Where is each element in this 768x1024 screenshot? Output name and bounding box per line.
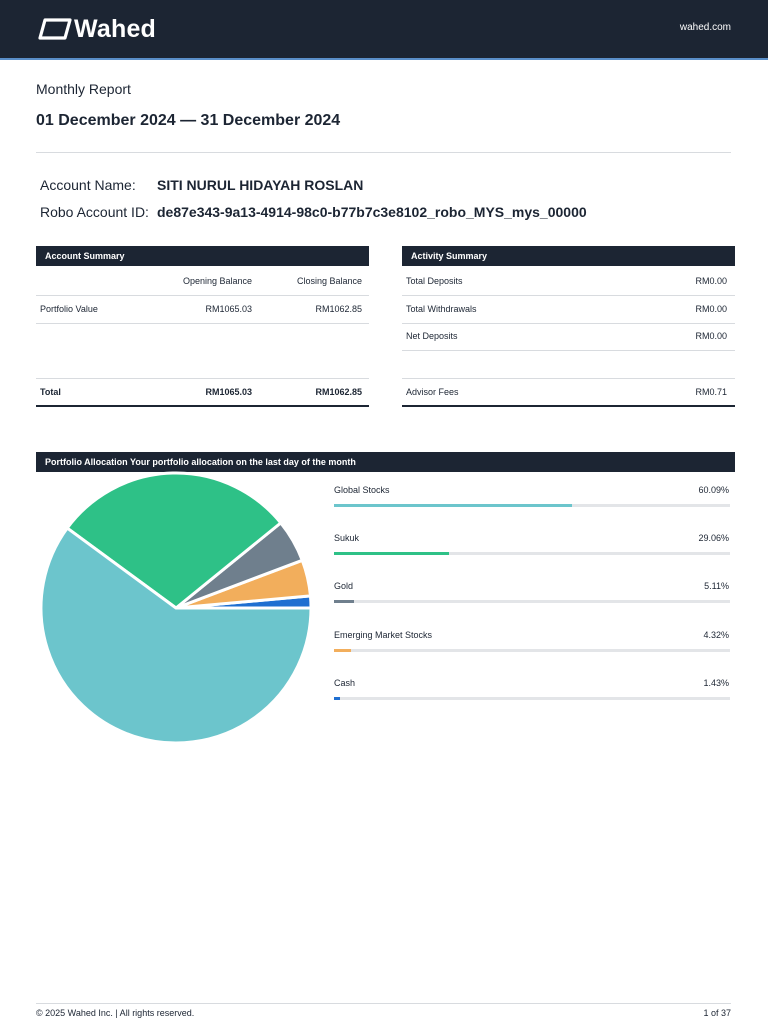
advisor-fees-value: RM0.71 [695, 387, 727, 397]
total-deposits-label: Total Deposits [406, 276, 463, 286]
total-withdrawals-value: RM0.00 [695, 304, 727, 314]
allocation-bar-track [334, 697, 730, 700]
brand-name: Wahed [74, 14, 157, 43]
divider [36, 323, 369, 324]
advisor-fees-label: Advisor Fees [406, 387, 459, 397]
divider [36, 378, 369, 379]
total-deposits-value: RM0.00 [695, 276, 727, 286]
footer-divider [36, 1003, 731, 1004]
total-withdrawals-label: Total Withdrawals [406, 304, 477, 314]
report-label: Monthly Report [36, 81, 131, 97]
allocation-pie-chart [39, 471, 313, 745]
account-id-value: de87e343-9a13-4914-98c0-b77b7c3e8102_rob… [157, 204, 587, 220]
site-url[interactable]: wahed.com [679, 22, 731, 33]
total-label: Total [40, 387, 61, 397]
allocation-bar-fill [334, 552, 450, 555]
activity-summary-header: Activity Summary [402, 246, 735, 266]
pie-slice-global-stocks [39, 526, 313, 745]
divider [402, 323, 735, 324]
allocation-percent: 60.09% [698, 485, 729, 495]
account-name-row: Account Name: SITI NURUL HIDAYAH ROSLAN [40, 177, 363, 193]
allocation-bar-track [334, 504, 730, 507]
closing-balance-header: Closing Balance [296, 276, 362, 286]
allocation-percent: 1.43% [703, 678, 729, 688]
allocation-name: Emerging Market Stocks [334, 630, 433, 640]
allocation-bar-track [334, 649, 730, 652]
allocation-name: Gold [334, 581, 354, 591]
divider [36, 405, 369, 407]
net-deposits-label: Net Deposits [406, 331, 458, 341]
allocation-bar-fill [334, 649, 352, 652]
logo-mark-icon [38, 18, 72, 40]
allocation-percent: 5.11% [704, 581, 729, 591]
total-closing: RM1062.85 [315, 387, 362, 397]
divider [402, 378, 735, 379]
allocation-name: Global Stocks [334, 485, 390, 495]
allocation-bar-fill [334, 504, 572, 507]
allocation-bar-fill [334, 600, 355, 603]
page-header: Wahed wahed.com [0, 0, 768, 60]
allocation-percent: 29.06% [698, 533, 729, 543]
account-summary-header: Account Summary [36, 246, 369, 266]
net-deposits-value: RM0.00 [695, 331, 727, 341]
account-id-row: Robo Account ID: de87e343-9a13-4914-98c0… [40, 204, 587, 220]
page-number: 1 of 37 [703, 1008, 731, 1018]
portfolio-value-label: Portfolio Value [40, 304, 98, 314]
portfolio-value-closing: RM1062.85 [315, 304, 362, 314]
portfolio-value-opening: RM1065.03 [205, 304, 252, 314]
account-name-label: Account Name: [40, 177, 136, 193]
portfolio-allocation-header: Portfolio Allocation Your portfolio allo… [36, 452, 735, 472]
divider [36, 152, 731, 153]
pie-slice-sukuk [65, 471, 283, 610]
account-name-value: SITI NURUL HIDAYAH ROSLAN [157, 177, 364, 193]
wahed-logo: Wahed [38, 14, 156, 44]
allocation-bar-fill [334, 697, 340, 700]
divider [402, 405, 735, 407]
allocation-percent: 4.32% [703, 630, 729, 640]
allocation-bar-track [334, 552, 730, 555]
divider [402, 350, 735, 351]
total-opening: RM1065.03 [205, 387, 252, 397]
allocation-name: Sukuk [334, 533, 360, 543]
account-id-label: Robo Account ID: [40, 204, 149, 220]
report-date-range: 01 December 2024 — 31 December 2024 [36, 112, 341, 129]
allocation-name: Cash [334, 678, 356, 688]
divider [402, 295, 735, 296]
allocation-bar-track [334, 600, 730, 603]
divider [36, 295, 369, 296]
footer-copyright: © 2025 Wahed Inc. | All rights reserved. [36, 1008, 195, 1018]
opening-balance-header: Opening Balance [182, 276, 252, 286]
